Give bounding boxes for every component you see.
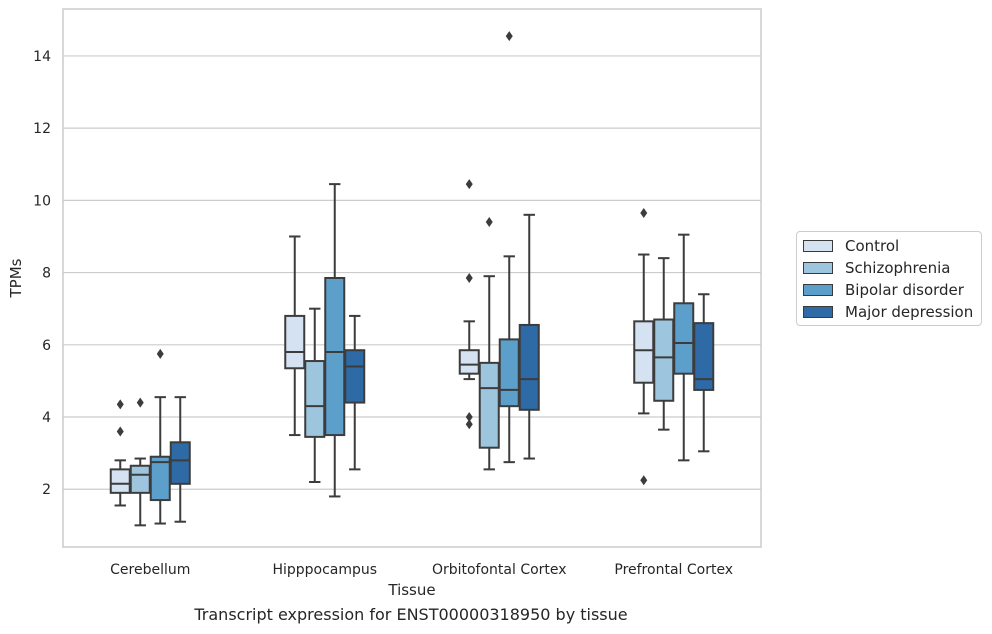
box-major-depression-hipppocampus [344, 314, 366, 471]
box-control-prefrontal-cortex [633, 208, 655, 486]
outlier-point [136, 397, 144, 408]
legend-item-major-depression: Major depression [803, 302, 973, 322]
y-tick-label-10: 10 [33, 193, 51, 209]
box-schizophrenia-cerebellum [129, 397, 151, 527]
box-major-depression-cerebellum [169, 396, 191, 523]
y-tick-label-2: 2 [42, 482, 51, 498]
box-iqr [109, 468, 131, 494]
y-tick-label-6: 6 [42, 338, 51, 354]
box-iqr [498, 338, 520, 408]
box-major-depression-orbitofontal-cortex [518, 213, 540, 460]
chart-caption: Transcript expression for ENST0000031895… [194, 605, 628, 624]
box-iqr [304, 360, 326, 438]
box-iqr [478, 361, 500, 449]
x-tick-label-prefrontal-cortex: Prefrontal Cortex [614, 562, 733, 578]
legend-item-schizophrenia: Schizophrenia [803, 258, 950, 278]
box-iqr [169, 441, 191, 485]
box-iqr [284, 314, 306, 370]
box-control-hipppocampus [284, 235, 306, 437]
box-bipolar-disorder-cerebellum [149, 348, 171, 525]
box-iqr [324, 277, 346, 437]
outlier-point [640, 208, 648, 219]
outlier-point [465, 412, 473, 423]
y-tick-label-12: 12 [33, 121, 51, 137]
outlier-point [156, 348, 164, 359]
x-tick-label-orbitofontal-cortex: Orbitofontal Cortex [432, 562, 567, 578]
plot-frame [62, 8, 762, 548]
x-tick-label-hipppocampus: Hipppocampus [272, 562, 377, 578]
outlier-point [485, 217, 493, 228]
boxes-layer [109, 31, 715, 527]
x-tick-label-cerebellum: Cerebellum [110, 562, 190, 578]
box-control-cerebellum [109, 399, 131, 507]
box-iqr [344, 349, 366, 404]
box-iqr [653, 318, 675, 402]
legend-label-schizophrenia: Schizophrenia [845, 259, 951, 277]
box-iqr [518, 323, 540, 411]
y-tick-label-8: 8 [42, 266, 51, 282]
legend-swatch-bipolar-disorder [803, 284, 833, 296]
outlier-point [116, 426, 124, 437]
y-axis-label: TPMs [7, 258, 25, 298]
outlier-point [640, 475, 648, 486]
legend-item-bipolar-disorder: Bipolar disorder [803, 280, 964, 300]
outlier-point [465, 419, 473, 430]
box-iqr [149, 455, 171, 502]
legend: Control Schizophrenia Bipolar disorder M… [796, 231, 982, 326]
legend-swatch-major-depression [803, 306, 833, 318]
box-major-depression-prefrontal-cortex [693, 293, 715, 453]
y-tick-labels: 2 4 6 8 10 12 14 [33, 49, 51, 498]
legend-swatch-control [803, 240, 833, 252]
legend-label-major-depression: Major depression [845, 303, 974, 321]
outlier-point [116, 399, 124, 410]
box-iqr [693, 322, 715, 391]
x-tick-labels: Cerebellum Hipppocampus Orbitofontal Corte… [110, 562, 733, 578]
outlier-point [505, 31, 513, 42]
outlier-point [465, 179, 473, 190]
y-tick-label-4: 4 [42, 410, 51, 426]
x-axis-label: Tissue [387, 581, 435, 599]
box-control-orbitofontal-cortex [458, 179, 480, 430]
box-iqr [633, 320, 655, 384]
box-iqr [673, 302, 695, 375]
y-tick-label-14: 14 [33, 49, 51, 65]
legend-label-control: Control [845, 237, 900, 255]
box-iqr [129, 464, 151, 494]
box-bipolar-disorder-orbitofontal-cortex [498, 31, 520, 464]
legend-label-bipolar-disorder: Bipolar disorder [845, 281, 964, 299]
box-iqr [458, 349, 480, 375]
legend-swatch-schizophrenia [803, 262, 833, 274]
outlier-point [465, 273, 473, 283]
legend-item-control: Control [803, 236, 899, 256]
